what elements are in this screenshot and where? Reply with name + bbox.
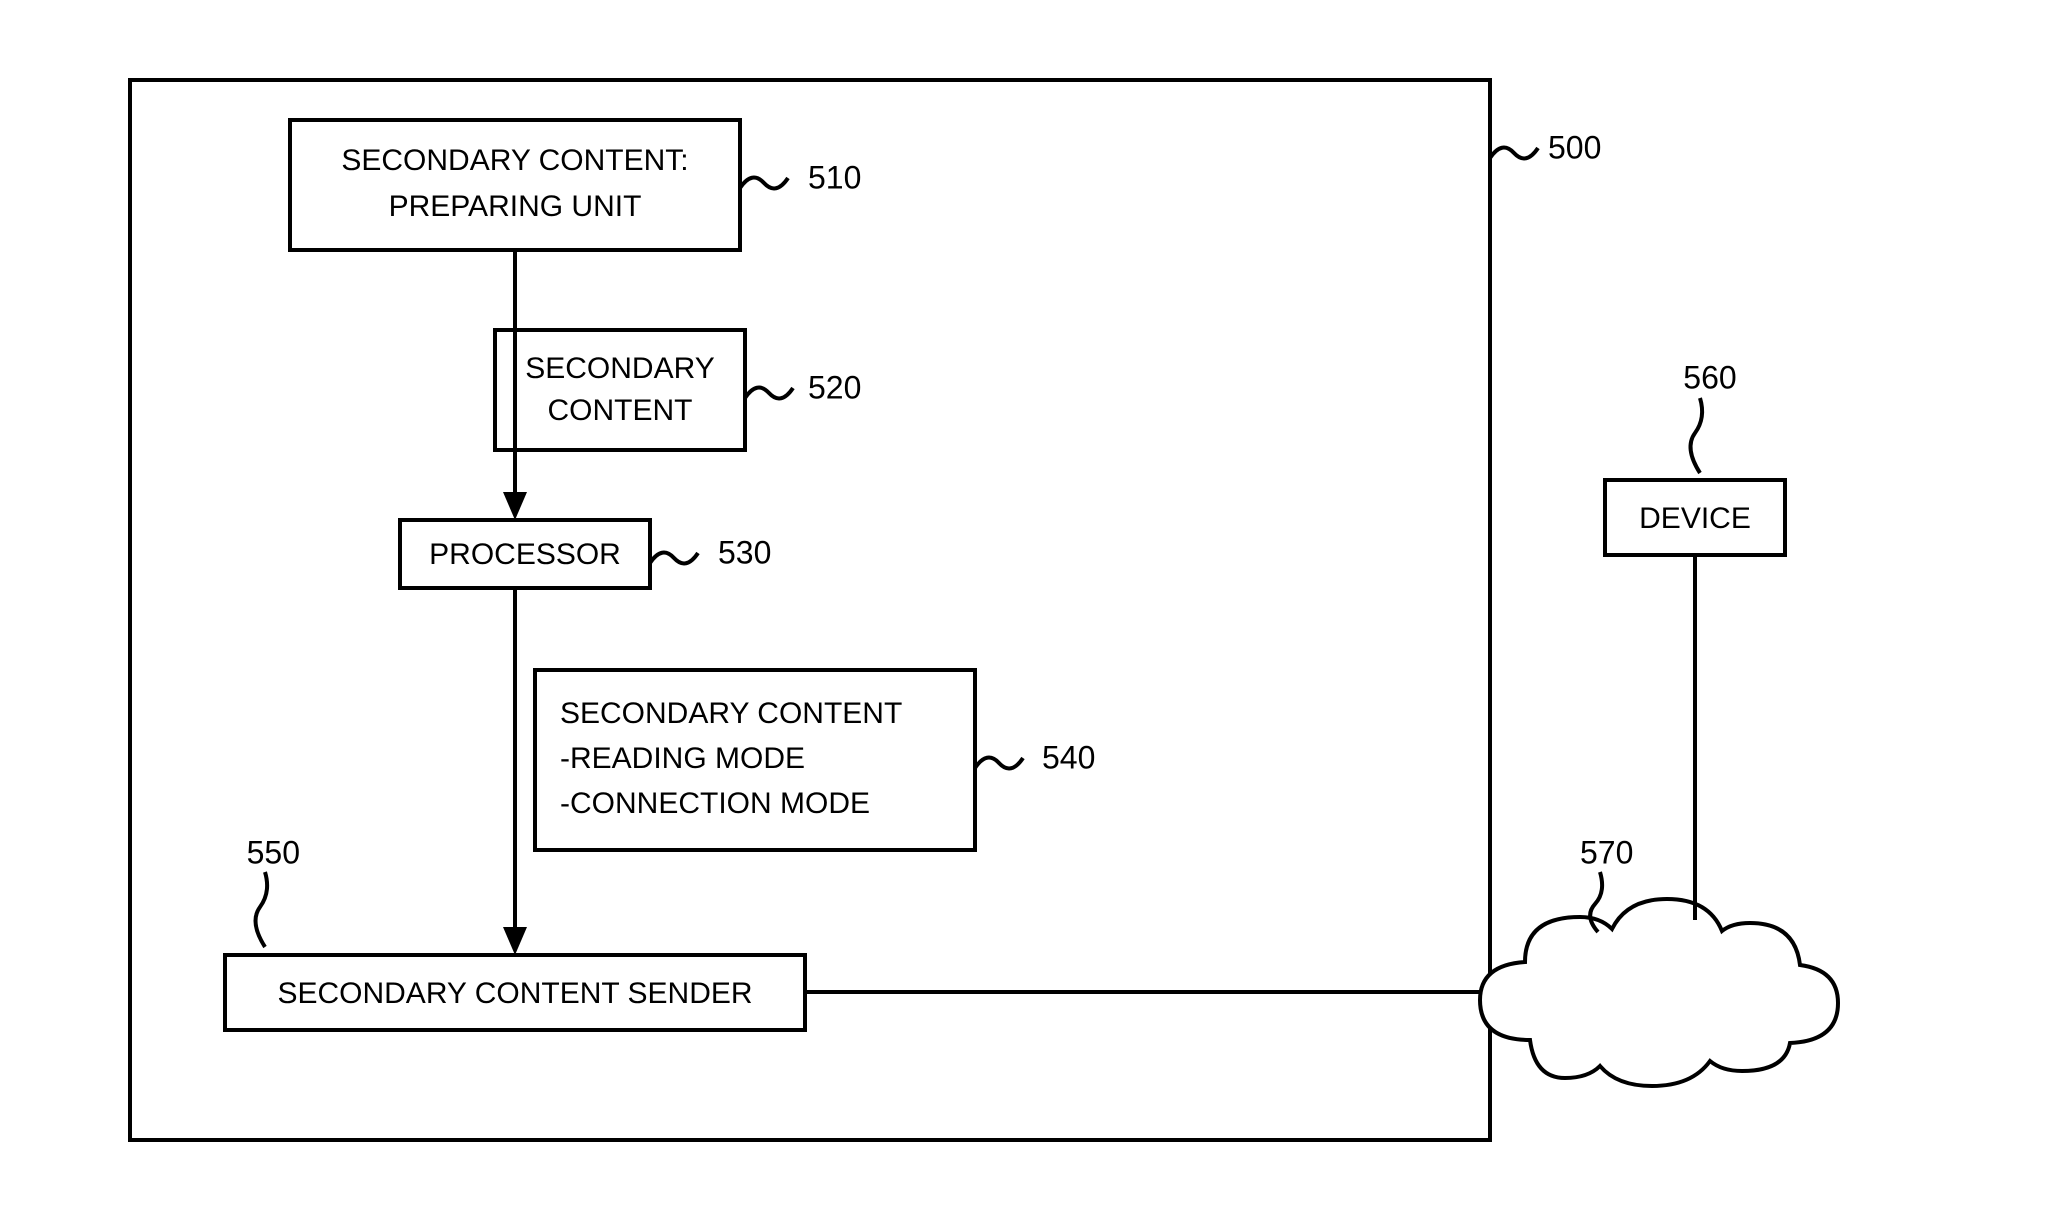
squiggle-510 <box>740 178 788 189</box>
svg-text:PREPARING UNIT: PREPARING UNIT <box>389 190 642 223</box>
svg-text:SECONDARY CONTENT: SECONDARY CONTENT <box>560 697 902 730</box>
ref-label-560: 560 <box>1683 359 1736 395</box>
ref-label-540: 540 <box>1042 739 1095 775</box>
diagram-canvas: 500 SECONDARY CONTENT: PREPARING UNIT 51… <box>0 0 2068 1228</box>
node-530: PROCESSOR <box>400 520 650 588</box>
ref-label-570: 570 <box>1580 834 1633 870</box>
squiggle-520 <box>745 388 793 399</box>
svg-text:-READING MODE: -READING MODE <box>560 742 805 775</box>
node-540: SECONDARY CONTENT -READING MODE -CONNECT… <box>535 670 975 850</box>
svg-text:SECONDARY CONTENT:: SECONDARY CONTENT: <box>341 144 688 177</box>
svg-text:SECONDARY CONTENT SENDER: SECONDARY CONTENT SENDER <box>277 977 752 1010</box>
ref-label-510: 510 <box>808 159 861 195</box>
arrowhead-510-530 <box>503 492 527 520</box>
arrowhead-530-550 <box>503 927 527 955</box>
node-510: SECONDARY CONTENT: PREPARING UNIT <box>290 120 740 250</box>
svg-text:-CONNECTION MODE: -CONNECTION MODE <box>560 787 870 820</box>
svg-text:DEVICE: DEVICE <box>1639 502 1751 535</box>
ref-label-520: 520 <box>808 369 861 405</box>
svg-text:CONTENT: CONTENT <box>548 394 693 427</box>
ref-label-530: 530 <box>718 534 771 570</box>
svg-text:SECONDARY: SECONDARY <box>525 352 715 385</box>
svg-text:PROCESSOR: PROCESSOR <box>429 538 621 571</box>
ref-label-550: 550 <box>247 834 300 870</box>
node-520: SECONDARY CONTENT <box>495 330 745 450</box>
node-550: SECONDARY CONTENT SENDER <box>225 955 805 1030</box>
squiggle-540 <box>975 758 1023 769</box>
ref-label-500: 500 <box>1548 129 1601 165</box>
node-560: DEVICE <box>1605 480 1785 555</box>
squiggle-500 <box>1490 148 1538 159</box>
squiggle-560 <box>1691 398 1703 473</box>
squiggle-550 <box>256 872 268 947</box>
cloud-570 <box>1480 899 1838 1086</box>
squiggle-530 <box>650 553 698 564</box>
